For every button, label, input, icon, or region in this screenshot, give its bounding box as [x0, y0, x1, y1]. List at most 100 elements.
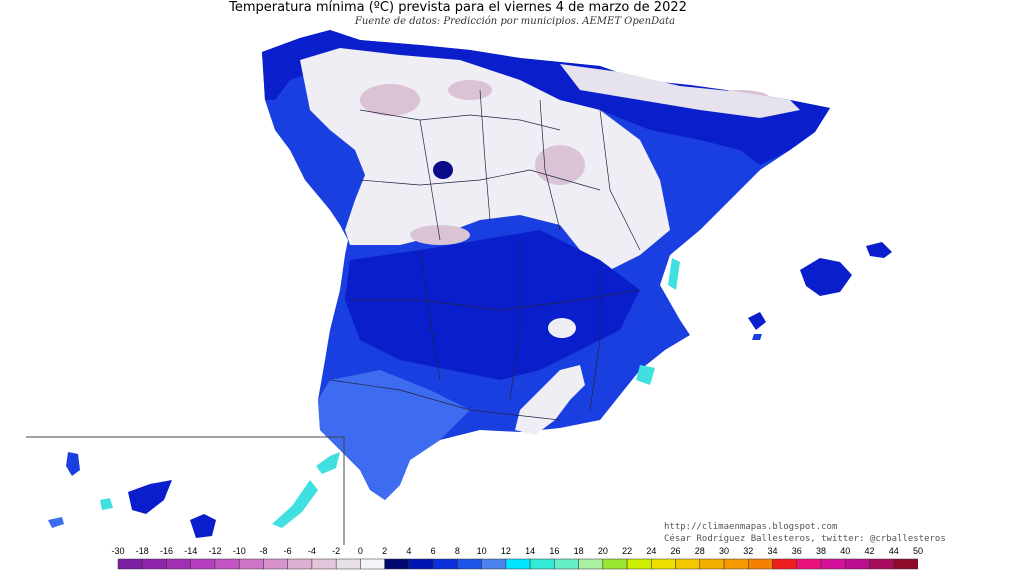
cold-patch-madrid — [433, 161, 453, 179]
legend-tick-label: -4 — [307, 546, 316, 556]
legend-tick-label: 40 — [840, 546, 851, 556]
legend-tick-label: 18 — [573, 546, 584, 556]
lanzarote-island — [316, 452, 340, 474]
ibiza-island — [748, 312, 766, 330]
legend-color-box — [820, 558, 846, 570]
legend-tick-label: 14 — [525, 546, 536, 556]
legend-color-box — [214, 558, 240, 570]
legend-color-box — [772, 558, 798, 570]
legend-tick-label: 42 — [864, 546, 875, 556]
legend-tick-label: 26 — [670, 546, 681, 556]
legend-tick-label: 28 — [694, 546, 705, 556]
frost-patch — [360, 84, 420, 116]
legend-color-box — [481, 558, 507, 570]
legend-tick-label: 24 — [646, 546, 657, 556]
legend-color-box — [384, 558, 410, 570]
legend-color-box — [893, 558, 918, 570]
canary-islands — [48, 452, 340, 538]
legend-tick-label: -10 — [232, 546, 246, 556]
legend-tick-label: 44 — [888, 546, 899, 556]
legend-color-box — [723, 558, 749, 570]
legend-color-box — [166, 558, 191, 570]
credits-url: http://climaenmapas.blogspot.com — [664, 522, 838, 532]
southwest-mild — [318, 370, 470, 500]
legend-color-box — [626, 558, 652, 570]
legend-color-box — [602, 558, 628, 570]
legend-color-box — [263, 558, 288, 570]
legend-color-box — [578, 558, 604, 570]
legend-tick-label: -30 — [111, 546, 125, 556]
legend-tick-label: -14 — [184, 546, 198, 556]
legend-color-box — [360, 558, 385, 570]
formentera-island — [752, 334, 762, 340]
legend-color-bar — [117, 558, 918, 570]
legend-tick-label: -12 — [208, 546, 222, 556]
legend-tick-label: -18 — [135, 546, 149, 556]
menorca-island — [866, 242, 892, 258]
legend-color-box — [141, 558, 167, 570]
frost-patch — [448, 80, 492, 100]
frost-patch — [535, 145, 585, 185]
legend-tick-label: 12 — [500, 546, 511, 556]
tenerife-island — [128, 480, 172, 514]
canary-inset-frame — [26, 436, 345, 545]
coast-cyan-southeast — [636, 365, 655, 385]
fuerteventura-island — [272, 480, 318, 528]
el-hierro-island — [48, 517, 64, 528]
legend-color-box — [748, 558, 773, 570]
map-subtitle: Fuente de datos: Predicción por municipi… — [354, 16, 676, 27]
south-interior — [345, 230, 640, 380]
legend-tick-label: 38 — [816, 546, 827, 556]
legend-color-box — [651, 558, 676, 570]
legend-tick-label: 4 — [406, 546, 412, 556]
legend-tick-label: -16 — [159, 546, 173, 556]
la-palma-island — [66, 452, 80, 476]
la-gomera-island — [100, 498, 113, 510]
legend-color-box — [190, 558, 216, 570]
gran-canaria-island — [190, 514, 216, 538]
credits: http://climaenmapas.blogspot.com César R… — [664, 521, 946, 545]
map-title: Temperatura mínima (ºC) prevista para el… — [229, 0, 687, 15]
coast-cyan-east — [668, 258, 680, 290]
temperature-map — [26, 30, 892, 545]
legend-tick-label: -8 — [259, 546, 268, 556]
frost-patch — [410, 225, 470, 245]
legend-tick-label: 36 — [791, 546, 802, 556]
legend-tick-label: 22 — [622, 546, 633, 556]
legend-color-box — [457, 558, 482, 570]
legend-tick-label: 2 — [382, 546, 388, 556]
legend-color-box — [117, 558, 143, 570]
legend-tick-label: 10 — [476, 546, 487, 556]
legend-tick-label: 34 — [767, 546, 778, 556]
legend-tick-label: 20 — [597, 546, 608, 556]
legend-color-box — [432, 558, 458, 570]
legend-color-box — [408, 558, 434, 570]
legend-color-box — [699, 558, 725, 570]
legend-tick-label: 0 — [357, 546, 363, 556]
legend-tick-label: -6 — [283, 546, 292, 556]
legend-tick-label: 8 — [454, 546, 460, 556]
legend-color-box — [675, 558, 701, 570]
legend-color-box — [845, 558, 870, 570]
cold-patch-sierra-nevada — [515, 365, 585, 435]
legend-tick-label: 32 — [743, 546, 754, 556]
legend-color-box — [238, 558, 264, 570]
legend-tick-label: 6 — [430, 546, 436, 556]
legend-tick-labels: -30 -18 -16 -14 -12 -10 -8 -6 -4 -2 0 2 4 6 8 10 12 14 16 1… — [0, 546, 1024, 558]
legend-color-box — [505, 558, 531, 570]
cold-patch-mancha — [548, 318, 576, 338]
legend-color-box — [796, 558, 822, 570]
pyrenees-cold — [560, 64, 800, 118]
legend-color-box — [287, 558, 313, 570]
province-borders — [329, 89, 641, 421]
legend-color-box — [529, 558, 555, 570]
legend-tick-label: 30 — [719, 546, 730, 556]
legend-tick-label: 50 — [912, 546, 924, 556]
legend-color-box — [311, 558, 337, 570]
legend-color-box — [554, 558, 579, 570]
legend-color-box — [869, 558, 895, 570]
credits-author: César Rodríguez Ballesteros, twitter: @c… — [664, 534, 946, 544]
legend-color-box — [335, 558, 361, 570]
mallorca-island — [800, 258, 852, 296]
legend-tick-label: -2 — [332, 546, 341, 556]
